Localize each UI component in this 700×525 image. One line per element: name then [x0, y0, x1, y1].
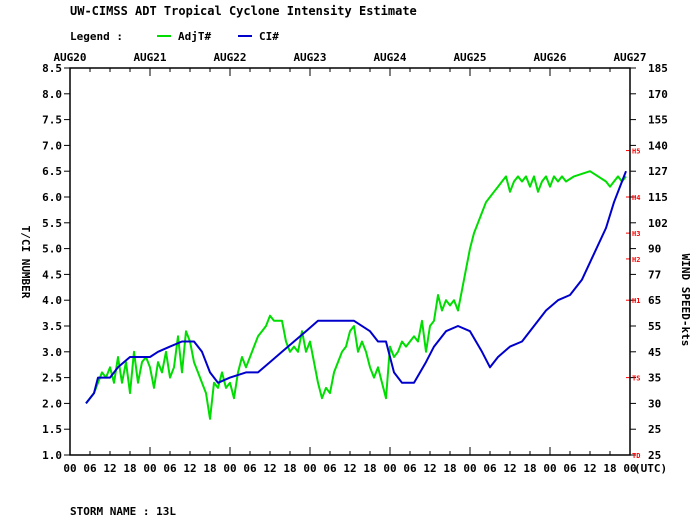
y-tick-label: 2.5	[42, 372, 62, 385]
x-tick-label: 18	[443, 462, 456, 475]
y2-tick-label: 170	[648, 88, 668, 101]
y-tick-label: 6.0	[42, 191, 62, 204]
x-tick-label: 06	[403, 462, 417, 475]
top-date-axis: AUG20 AUG21 AUG22 AUG23 AUG24 AUG25 AUG26 AUG27	[53, 51, 646, 64]
y2-tick-label: 140	[648, 139, 668, 152]
x-tick-label: 12	[263, 462, 276, 475]
y2-tick-label: 25	[648, 449, 661, 462]
x-tick-label: 18	[363, 462, 376, 475]
y-tick-label: 4.0	[42, 294, 62, 307]
series-line-ci	[85, 170, 627, 405]
category-label: H1	[632, 297, 640, 305]
y2-tick-label: 45	[648, 346, 661, 359]
x-tick-label: 06	[243, 462, 257, 475]
x-tick-label: 00	[223, 462, 236, 475]
y-tick-label: 1.5	[42, 423, 62, 436]
y2-tick-label: 77	[648, 268, 661, 281]
x-tick-label: 12	[583, 462, 596, 475]
y-tick-label: 1.0	[42, 449, 62, 462]
top-date-label: AUG25	[453, 51, 486, 64]
x-tick-label: 00	[543, 462, 556, 475]
category-label: H5	[632, 148, 640, 156]
x-tick-label: 06	[83, 462, 97, 475]
y-axis-right: 25 25 30 35 45 55 65 77 90 102 115 127 140 155 170 185	[630, 62, 668, 462]
y-tick-label: 8.0	[42, 88, 62, 101]
utc-label: (UTC)	[634, 462, 667, 475]
x-tick-label: 12	[503, 462, 516, 475]
top-date-label: AUG23	[293, 51, 326, 64]
category-label: H3	[632, 230, 640, 238]
y-axis-left: 1.0 1.5 2.0 2.5 3.0 3.5 4.0 4.5 5.0 5.5 6.0 6.5 7.0 7…	[42, 62, 70, 462]
x-tick-label: 12	[423, 462, 436, 475]
top-date-label: AUG27	[613, 51, 646, 64]
storm-name: STORM NAME : 13L	[70, 505, 176, 518]
x-tick-label: 00	[383, 462, 396, 475]
y2-tick-label: 65	[648, 294, 661, 307]
x-tick-label: 18	[603, 462, 616, 475]
category-label: TD	[632, 452, 640, 460]
chart-title: UW-CIMSS ADT Tropical Cyclone Intensity …	[70, 4, 417, 18]
plot-frame	[69, 67, 631, 456]
y2-tick-label: 185	[648, 62, 668, 75]
category-label: TS	[632, 375, 640, 383]
y-tick-label: 5.5	[42, 217, 62, 230]
y-axis-label: T/CI NUMBER	[19, 226, 32, 299]
category-label: H2	[632, 256, 640, 264]
y-tick-label: 5.0	[42, 243, 62, 256]
category-label: H4	[632, 194, 640, 202]
legend-label: Legend :	[70, 30, 123, 43]
y2-tick-label: 127	[648, 165, 668, 178]
x-tick-label: 00	[463, 462, 476, 475]
y-tick-label: 2.0	[42, 397, 62, 410]
y-tick-label: 7.0	[42, 139, 62, 152]
y-tick-label: 4.5	[42, 268, 62, 281]
x-tick-label: 06	[163, 462, 177, 475]
top-date-label: AUG24	[373, 51, 406, 64]
x-tick-label: 06	[563, 462, 577, 475]
x-tick-label: 18	[203, 462, 216, 475]
x-tick-label: 18	[123, 462, 136, 475]
x-tick-label: 12	[103, 462, 116, 475]
x-tick-label: 18	[523, 462, 536, 475]
legend-item-ci: CI#	[259, 30, 279, 43]
y2-tick-label: 55	[648, 320, 661, 333]
x-tick-label: 18	[283, 462, 296, 475]
x-axis-ticks: 00 06 12 18 00 06 12 18 00 06 12 18 00 06 12 18 00 06 12 18…	[63, 68, 637, 475]
series-lines	[85, 170, 627, 420]
series-line-adjt	[85, 170, 627, 420]
top-date-label: AUG26	[533, 51, 566, 64]
top-date-label: AUG21	[133, 51, 166, 64]
category-markers: TD TS H1 H2 H3 H4 H5	[626, 148, 640, 460]
x-tick-label: 06	[323, 462, 337, 475]
y-tick-label: 3.0	[42, 346, 62, 359]
legend-item-adjt: AdjT#	[178, 30, 211, 43]
x-tick-label: 06	[483, 462, 497, 475]
x-tick-label: 12	[343, 462, 356, 475]
top-date-label: AUG22	[213, 51, 246, 64]
y2-tick-label: 35	[648, 372, 661, 385]
y2-tick-label: 90	[648, 243, 661, 256]
y2-tick-label: 115	[648, 191, 668, 204]
x-tick-label: 00	[623, 462, 636, 475]
y-tick-label: 8.5	[42, 62, 62, 75]
top-date-label: AUG20	[53, 51, 86, 64]
x-tick-label: 00	[143, 462, 156, 475]
y-tick-label: 6.5	[42, 165, 62, 178]
y2-tick-label: 25	[648, 423, 661, 436]
y2-tick-label: 155	[648, 114, 668, 127]
x-tick-label: 00	[303, 462, 316, 475]
x-tick-label: 00	[63, 462, 76, 475]
x-tick-label: 12	[183, 462, 196, 475]
y-tick-label: 7.5	[42, 114, 62, 127]
y-tick-label: 3.5	[42, 320, 62, 333]
y2-axis-label: WIND SPEED-kts	[679, 254, 692, 347]
y2-tick-label: 30	[648, 397, 661, 410]
y2-tick-label: 102	[648, 217, 668, 230]
